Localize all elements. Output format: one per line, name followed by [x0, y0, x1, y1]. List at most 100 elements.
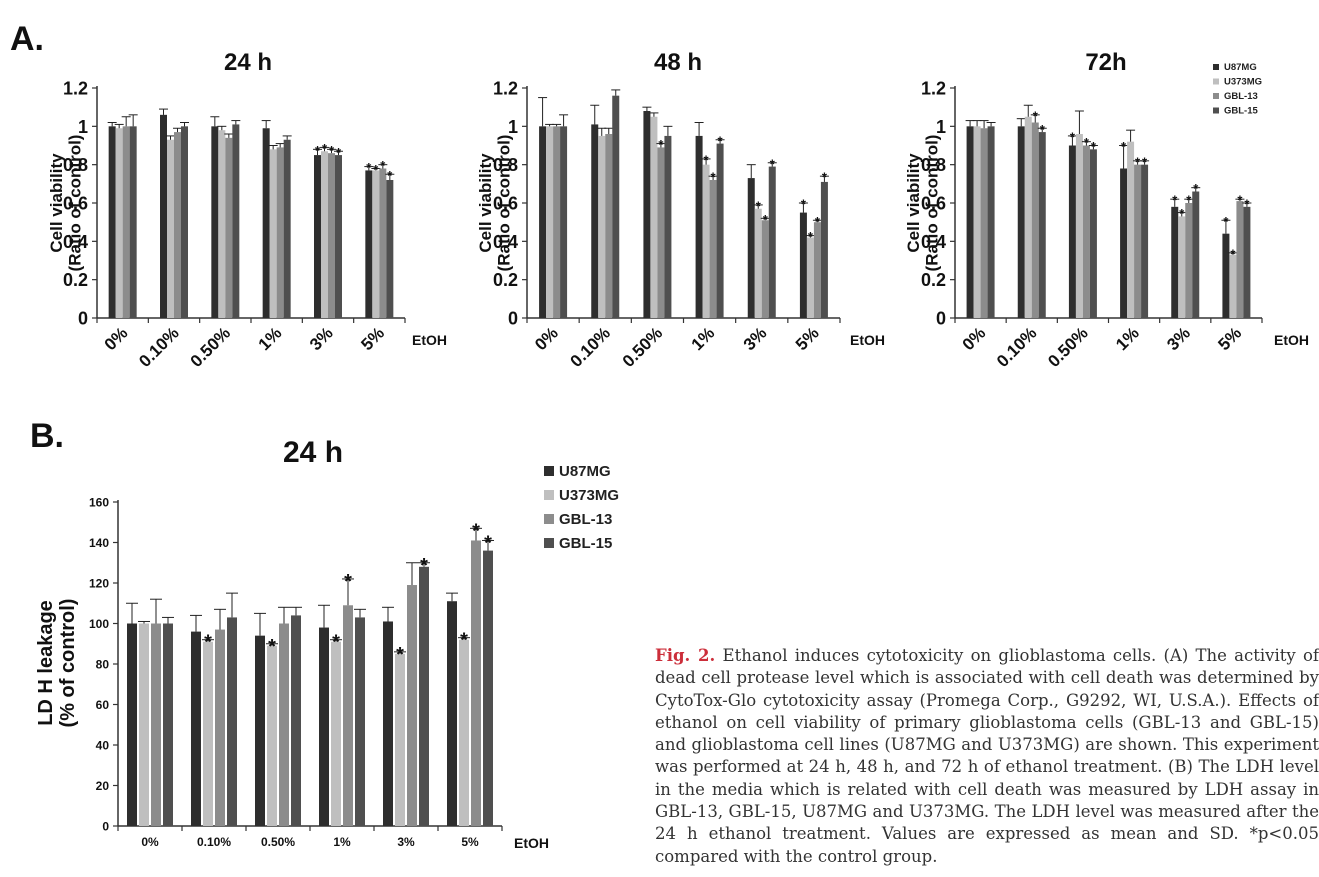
bar [553, 126, 561, 318]
bar [365, 170, 373, 318]
y-tick-label: 20 [96, 779, 110, 793]
y-tick-label: 0 [936, 308, 946, 328]
panel-label-b: B. [30, 417, 64, 455]
x-category-label: 3% [306, 323, 337, 354]
bar [1192, 191, 1200, 318]
bar [657, 147, 665, 318]
significance-star: * [1179, 206, 1185, 221]
bar [1134, 164, 1142, 318]
bar [459, 639, 469, 826]
significance-star: * [268, 636, 276, 658]
x-category-label: 5% [461, 835, 479, 849]
bar [215, 629, 225, 826]
bar [343, 605, 353, 826]
y-tick-label: 1 [78, 117, 88, 137]
y-tick-label: 60 [96, 698, 110, 712]
y-tick-label: 0 [102, 819, 109, 833]
x-category-label: 0.50% [187, 323, 235, 371]
significance-star: * [1033, 108, 1039, 123]
y-tick-label: 0.8 [493, 155, 518, 175]
significance-star: * [204, 632, 212, 654]
y-tick-label: 1.2 [63, 78, 88, 98]
bar [115, 128, 123, 318]
bar [598, 135, 606, 318]
y-tick-label: 160 [89, 495, 109, 509]
y-tick-label: 0.4 [493, 232, 518, 252]
bar [605, 134, 613, 318]
legend-label: GBL-15 [1224, 106, 1259, 117]
bar [262, 128, 270, 318]
bar [211, 126, 219, 318]
bar [591, 124, 599, 319]
bar [372, 170, 380, 318]
y-axis-label: Cell viability(Ratio of control) [904, 135, 942, 272]
legend-swatch [1213, 64, 1219, 70]
y-tick-label: 0 [78, 308, 88, 328]
y-tick-label: 40 [96, 738, 110, 752]
bar [122, 126, 130, 318]
y-tick-label: 0.2 [921, 270, 946, 290]
y-tick-label: 1.2 [921, 78, 946, 98]
y-tick-label: 0.2 [493, 270, 518, 290]
significance-star: * [387, 168, 393, 183]
significance-star: * [373, 162, 379, 177]
legend-label: U373MG [1224, 77, 1262, 88]
bar [163, 623, 173, 826]
bar [1068, 145, 1076, 318]
bar [1031, 122, 1039, 318]
bar [987, 126, 995, 318]
bar [419, 566, 429, 826]
y-tick-label: 0.4 [921, 232, 946, 252]
bar [129, 126, 137, 318]
legend-swatch [544, 538, 554, 548]
bar [283, 139, 291, 318]
y-tick-label: 1.2 [493, 78, 518, 98]
significance-star: * [484, 532, 492, 554]
y-axis-label: LD H leakage(% of control) [35, 599, 79, 728]
legend-label: GBL-13 [559, 511, 612, 528]
y-axis-label-line: (% of control) [57, 599, 79, 728]
panel-label-a: A. [10, 20, 44, 58]
legend-swatch [544, 466, 554, 476]
y-axis-label-line: (Ratio of control) [66, 135, 85, 272]
significance-star: * [460, 630, 468, 652]
y-axis-label-line: Cell viability [476, 153, 495, 253]
y-tick-label: 100 [89, 617, 109, 631]
bar [1017, 126, 1025, 318]
bar [151, 623, 161, 826]
bar [546, 126, 554, 318]
y-axis-label-line: (Ratio of control) [495, 135, 514, 272]
significance-star: * [1186, 193, 1192, 208]
significance-star: * [344, 571, 352, 593]
significance-star: * [472, 520, 480, 542]
y-axis-label-line: Cell viability [904, 153, 923, 253]
significance-star: * [801, 197, 807, 212]
significance-star: * [396, 644, 404, 666]
bar [1178, 216, 1186, 318]
significance-star: * [420, 555, 428, 577]
bar [471, 540, 481, 826]
significance-star: * [808, 229, 814, 244]
chart-title: 24 h [283, 436, 343, 469]
bar [225, 137, 233, 318]
bar [291, 615, 301, 826]
significance-star: * [315, 143, 321, 158]
bar [174, 132, 181, 318]
bar [966, 126, 974, 318]
x-category-label: 0% [959, 323, 990, 354]
significance-star: * [336, 145, 342, 160]
legend-swatch [1213, 107, 1219, 114]
x-axis-label: EtOH [850, 332, 885, 348]
y-axis-label-line: Cell viability [47, 153, 66, 253]
significance-star: * [704, 152, 710, 167]
bar [218, 130, 226, 318]
significance-star: * [332, 632, 340, 654]
x-category-label: 0% [101, 323, 132, 354]
bar [716, 143, 724, 318]
significance-star: * [1244, 197, 1250, 212]
legend-swatch [544, 514, 554, 524]
significance-star: * [380, 158, 386, 173]
y-tick-label: 140 [89, 536, 109, 550]
bar [973, 126, 981, 318]
